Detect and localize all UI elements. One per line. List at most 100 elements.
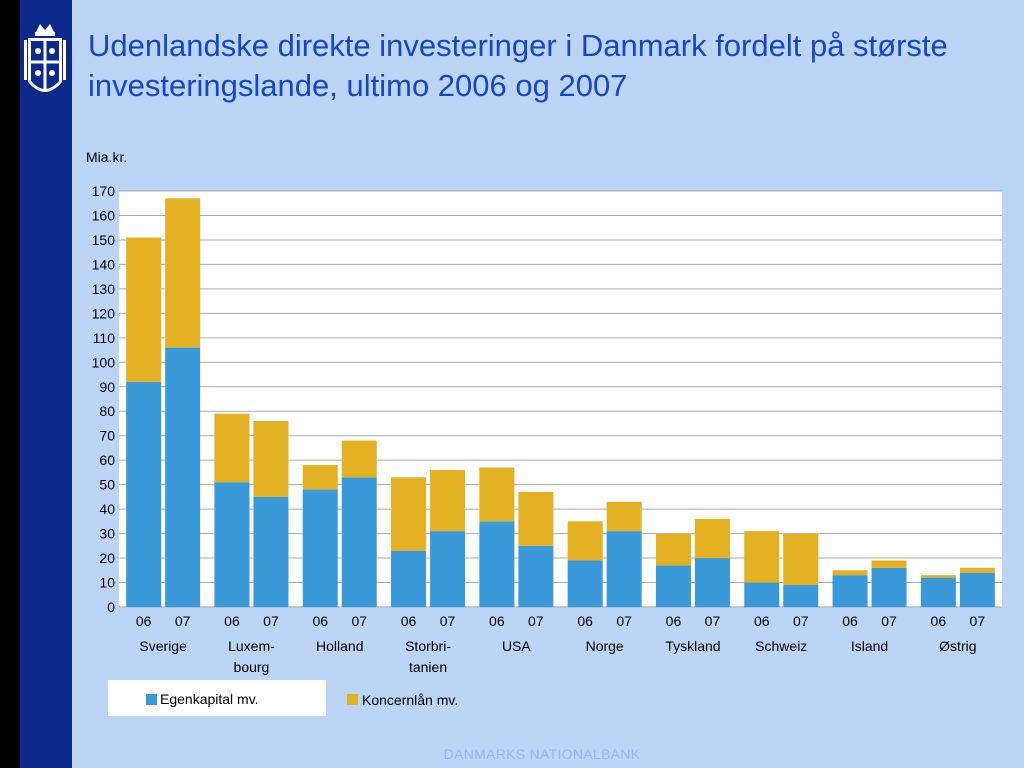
bar-egenkapital <box>341 477 377 607</box>
plot-area <box>119 191 1002 607</box>
x-tick-year: 06 <box>931 613 947 629</box>
bar-koncernlaan <box>871 560 907 568</box>
x-tick-country: Luxem- <box>228 638 275 654</box>
legend-box <box>108 680 326 716</box>
bar-koncernlaan <box>479 467 515 522</box>
bar-egenkapital <box>655 565 691 607</box>
y-tick-label: 60 <box>99 452 115 468</box>
y-axis-label: Mia.kr. <box>86 149 127 165</box>
bar-egenkapital <box>694 558 730 607</box>
x-tick-year: 06 <box>489 613 505 629</box>
bar-koncernlaan <box>214 413 250 483</box>
bar-koncernlaan <box>567 521 603 561</box>
y-tick-label: 160 <box>92 207 116 223</box>
y-tick-label: 150 <box>92 232 116 248</box>
x-tick-year: 06 <box>312 613 328 629</box>
y-tick-label: 170 <box>92 183 116 199</box>
bar-koncernlaan <box>832 570 868 576</box>
bar-egenkapital <box>479 521 515 607</box>
x-tick-year: 07 <box>793 613 809 629</box>
bar-koncernlaan <box>783 533 819 585</box>
y-tick-labels: 0 10 20 30 40 50 60 70 80 90 100 110 120 130 140 150 160… <box>92 183 116 615</box>
bar-koncernlaan <box>959 567 995 573</box>
coat-of-arms-logo <box>24 24 66 92</box>
x-tick-country: USA <box>502 638 531 654</box>
x-tick-country: Østrig <box>939 638 976 654</box>
x-tick-year: 06 <box>224 613 240 629</box>
sidebar-edge <box>0 0 20 768</box>
y-tick-label: 20 <box>99 550 115 566</box>
x-tick-year: 07 <box>970 613 986 629</box>
x-tick-country: Norge <box>586 638 624 654</box>
x-tick-year: 06 <box>577 613 593 629</box>
y-tick-label: 80 <box>99 403 115 419</box>
x-tick-country: Storbri- <box>405 638 451 654</box>
x-tick-country: Island <box>851 638 888 654</box>
x-tick-country: Schweiz <box>755 638 807 654</box>
x-tick-year: 06 <box>754 613 770 629</box>
bars <box>126 198 995 607</box>
x-tick-year: 07 <box>440 613 456 629</box>
bar-koncernlaan <box>606 501 642 532</box>
x-tick-country: Holland <box>316 638 363 654</box>
bar-egenkapital <box>606 531 642 607</box>
y-tick-label: 110 <box>93 330 116 346</box>
y-tick-label: 50 <box>99 477 115 493</box>
x-tick-country: Sverige <box>139 638 187 654</box>
bar-koncernlaan <box>655 533 691 566</box>
bar-egenkapital <box>165 347 201 607</box>
bar-egenkapital <box>253 496 289 607</box>
x-tick-country: Tyskland <box>665 638 720 654</box>
x-tick-labels: 06 07 Sverige 06 07 Luxem-bourg 06 07 Holland 06 0… <box>136 613 985 675</box>
bar-koncernlaan <box>518 491 554 546</box>
y-tick-label: 90 <box>99 379 115 395</box>
y-tick-label: 30 <box>99 526 115 542</box>
bar-egenkapital <box>126 381 162 607</box>
y-tick-label: 140 <box>92 256 116 272</box>
page-title: Udenlandske direkte investeringer i Danm… <box>88 28 948 103</box>
bar-egenkapital <box>214 482 250 607</box>
x-tick-year: 06 <box>666 613 682 629</box>
bar-egenkapital <box>302 489 338 607</box>
x-tick-year: 07 <box>705 613 721 629</box>
bar-egenkapital <box>391 550 427 607</box>
y-tick-label: 130 <box>92 281 116 297</box>
y-tick-label: 0 <box>107 599 115 615</box>
x-tick-country: bourg <box>234 659 270 675</box>
bar-egenkapital <box>430 531 466 607</box>
x-tick-year: 07 <box>175 613 191 629</box>
bar-egenkapital <box>744 582 780 607</box>
bar-egenkapital <box>871 567 907 607</box>
bar-egenkapital <box>920 577 956 607</box>
y-tick-label: 70 <box>99 428 115 444</box>
x-tick-year: 06 <box>136 613 152 629</box>
bar-egenkapital <box>567 560 603 607</box>
x-tick-year: 07 <box>528 613 544 629</box>
footer-brand: DANMARKS NATIONALBANK <box>443 746 641 762</box>
bar-egenkapital <box>832 575 868 607</box>
y-tick-label: 120 <box>92 305 116 321</box>
bar-koncernlaan <box>694 518 730 559</box>
bar-egenkapital <box>959 572 995 607</box>
x-tick-year: 07 <box>616 613 632 629</box>
y-tick-label: 100 <box>92 354 116 370</box>
x-tick-year: 06 <box>842 613 858 629</box>
y-tick-label: 40 <box>99 501 115 517</box>
bar-koncernlaan <box>126 237 162 382</box>
bar-koncernlaan <box>430 469 466 532</box>
x-tick-year: 06 <box>401 613 417 629</box>
bar-egenkapital <box>783 584 819 607</box>
y-tick-label: 10 <box>99 575 115 591</box>
bar-koncernlaan <box>920 575 956 578</box>
bar-koncernlaan <box>744 531 780 583</box>
x-tick-year: 07 <box>263 613 279 629</box>
bar-koncernlaan <box>302 465 338 490</box>
bar-koncernlaan <box>391 477 427 551</box>
bar-koncernlaan <box>341 440 377 478</box>
x-tick-year: 07 <box>881 613 897 629</box>
x-tick-country: tanien <box>409 659 447 675</box>
x-tick-year: 07 <box>351 613 367 629</box>
bar-koncernlaan <box>253 421 289 497</box>
bar-koncernlaan <box>165 198 201 348</box>
